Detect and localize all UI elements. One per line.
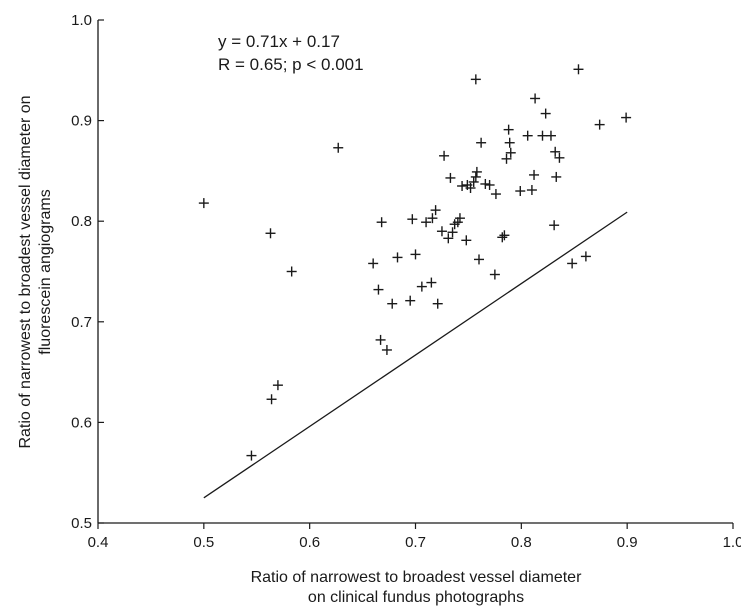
data-point bbox=[436, 226, 447, 237]
y-axis-title-line-2: fluorescein angiograms bbox=[37, 189, 54, 354]
x-axis-title-line-1: Ratio of narrowest to broadest vessel di… bbox=[251, 569, 583, 586]
x-axis-title-line-2: on clinical fundus photographs bbox=[308, 589, 524, 606]
x-tick-label: 0.9 bbox=[617, 534, 638, 551]
data-point bbox=[529, 169, 540, 180]
data-point bbox=[407, 214, 418, 225]
data-point bbox=[447, 227, 458, 238]
data-point bbox=[375, 334, 386, 345]
data-point bbox=[457, 180, 468, 191]
data-points bbox=[198, 64, 632, 461]
data-point bbox=[416, 281, 427, 292]
data-point bbox=[474, 254, 484, 265]
axes bbox=[97, 20, 733, 524]
statistics-label: R = 0.65; p < 0.001 bbox=[218, 55, 364, 74]
data-point bbox=[515, 186, 526, 197]
y-tick-label: 0.9 bbox=[71, 113, 92, 130]
x-tick-label: 0.4 bbox=[88, 534, 109, 551]
x-tick-label: 0.8 bbox=[511, 534, 532, 551]
data-point bbox=[461, 235, 472, 246]
data-point bbox=[594, 119, 605, 130]
data-point bbox=[439, 150, 450, 161]
data-point bbox=[551, 171, 562, 182]
data-point bbox=[381, 344, 392, 355]
y-tick-label: 0.6 bbox=[71, 414, 92, 431]
data-point bbox=[550, 146, 561, 157]
data-point bbox=[499, 230, 510, 241]
data-point bbox=[497, 232, 508, 243]
data-point bbox=[504, 137, 515, 148]
data-point bbox=[490, 189, 501, 200]
data-point bbox=[526, 185, 537, 196]
data-point bbox=[503, 124, 514, 135]
data-point bbox=[421, 217, 432, 228]
data-point bbox=[621, 112, 632, 123]
data-point bbox=[246, 450, 257, 461]
data-point bbox=[554, 152, 565, 163]
data-point bbox=[376, 217, 387, 228]
data-point bbox=[333, 142, 344, 153]
data-point bbox=[445, 172, 456, 183]
data-point bbox=[465, 183, 476, 194]
data-point bbox=[387, 298, 398, 309]
data-point bbox=[430, 205, 441, 216]
data-point bbox=[266, 394, 277, 405]
data-point bbox=[549, 220, 560, 231]
data-point bbox=[265, 228, 276, 239]
y-tick-label: 0.5 bbox=[71, 515, 92, 532]
x-tick-label: 0.6 bbox=[299, 534, 320, 551]
data-point bbox=[530, 93, 541, 104]
data-point bbox=[405, 295, 416, 306]
data-point bbox=[471, 166, 482, 177]
x-tick-label: 0.7 bbox=[405, 534, 426, 551]
regression-line bbox=[203, 211, 628, 499]
data-point bbox=[501, 153, 512, 164]
tick-group: 0.4 0.5 0.6 0.7 0.8 0.9 1.0 0.5 0.6 0.7 0.8 0.9 1.0 bbox=[71, 12, 741, 551]
data-point bbox=[432, 298, 443, 309]
data-point bbox=[545, 130, 556, 141]
data-point bbox=[580, 251, 591, 262]
data-point bbox=[540, 108, 551, 119]
data-point bbox=[489, 269, 500, 280]
data-point bbox=[443, 233, 454, 244]
data-point bbox=[198, 198, 209, 209]
data-point bbox=[537, 130, 548, 141]
data-point bbox=[286, 266, 297, 277]
data-point bbox=[522, 130, 533, 141]
data-point bbox=[573, 64, 584, 75]
y-tick-label: 0.7 bbox=[71, 314, 92, 331]
regression-line-group bbox=[203, 211, 628, 499]
data-point bbox=[470, 171, 481, 182]
data-point bbox=[410, 249, 421, 260]
data-point bbox=[567, 258, 578, 269]
data-point bbox=[470, 74, 481, 85]
y-axis-title-line-1: Ratio of narrowest to broadest vessel di… bbox=[17, 95, 34, 448]
y-tick-label: 0.8 bbox=[71, 213, 92, 230]
data-point bbox=[505, 147, 516, 158]
equation-label: y = 0.71x + 0.17 bbox=[218, 32, 340, 51]
data-point bbox=[427, 213, 438, 224]
data-point bbox=[476, 137, 487, 148]
data-point bbox=[426, 277, 437, 288]
data-point bbox=[272, 380, 283, 391]
data-point bbox=[480, 178, 491, 189]
data-point bbox=[468, 176, 479, 187]
x-tick-label: 0.5 bbox=[193, 534, 214, 551]
y-tick-label: 1.0 bbox=[71, 12, 92, 29]
data-point bbox=[368, 258, 379, 269]
data-point bbox=[454, 213, 465, 224]
data-point bbox=[484, 179, 495, 190]
data-point bbox=[373, 284, 384, 295]
x-tick-label: 1.0 bbox=[723, 534, 741, 551]
data-point bbox=[392, 252, 403, 263]
